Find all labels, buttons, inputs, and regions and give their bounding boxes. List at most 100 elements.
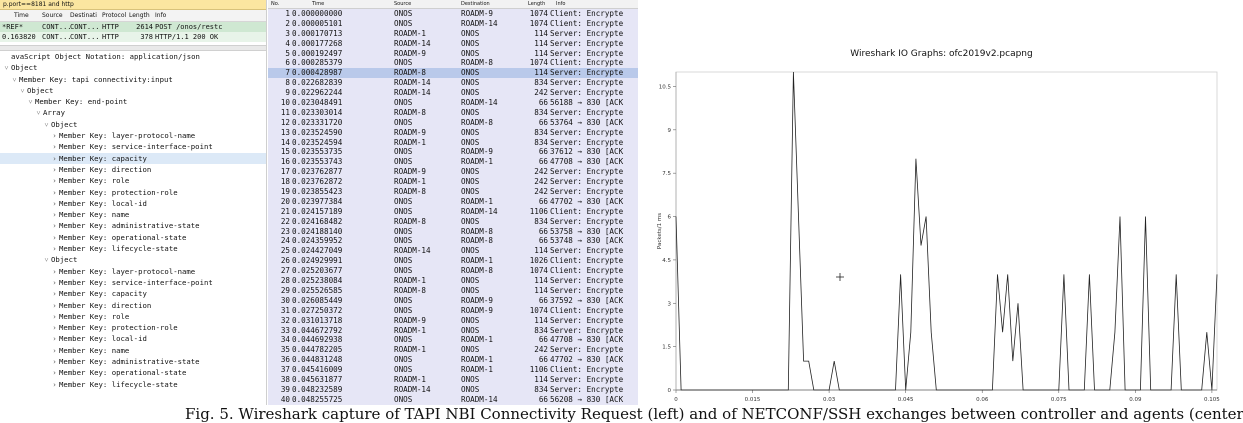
packet-row[interactable]: 13 0.023524590 ROADM-9 ONOS 834 Server: Encry… [268, 128, 638, 138]
tree-node[interactable]: ˅ Member Key: tapi connectivity:input [0, 74, 266, 85]
packet-row[interactable]: 21 0.024157189 ONOS ROADM-14 1106 Client: Enc… [268, 207, 638, 217]
chevron-right-icon[interactable]: › [52, 165, 57, 174]
tree-node[interactable]: ˅ Array [0, 107, 266, 118]
packet-row[interactable]: 5 0.000192497 ROADM-9 ONOS 114 Server: Encryp… [268, 49, 638, 59]
packet-row[interactable]: 10 0.023048491 ONOS ROADM-14 66 56188 → 830 [… [268, 98, 638, 108]
chevron-down-icon[interactable]: ˅ [44, 120, 49, 129]
chevron-down-icon[interactable]: ˅ [44, 256, 49, 265]
chevron-right-icon[interactable]: › [52, 154, 57, 163]
chevron-right-icon[interactable]: › [52, 245, 57, 254]
chevron-right-icon[interactable]: › [52, 278, 57, 287]
tree-node[interactable]: › Member Key: direction [0, 164, 266, 175]
packet-row[interactable]: 36 0.044831248 ONOS ROADM-1 66 47702 → 830 [A… [268, 355, 638, 365]
chevron-down-icon[interactable]: ˅ [36, 109, 41, 118]
tree-node[interactable]: › Member Key: local-id [0, 333, 266, 344]
tree-node[interactable]: › Member Key: layer-protocol-name [0, 130, 266, 141]
chevron-right-icon[interactable]: › [52, 380, 57, 389]
tree-node[interactable]: › Member Key: lifecycle-state [0, 379, 266, 390]
packet-row[interactable]: 34 0.044692938 ONOS ROADM-1 66 47708 → 830 [A… [268, 335, 638, 345]
packet-row[interactable]: 22 0.024168482 ROADM-8 ONOS 834 Server: Encry… [268, 217, 638, 227]
packet-row[interactable]: 30 0.026085449 ONOS ROADM-9 66 37592 → 830 [A… [268, 296, 638, 306]
column-header-destination[interactable]: Destinati [70, 12, 97, 19]
tree-node[interactable]: › Member Key: operational-state [0, 367, 266, 378]
tree-node[interactable]: › Member Key: direction [0, 300, 266, 311]
packet-row[interactable]: 12 0.023331720 ONOS ROADM-8 66 53764 → 830 [A… [268, 118, 638, 128]
packet-row[interactable]: 9 0.022962244 ROADM-14 ONOS 242 Server: Encry… [268, 88, 638, 98]
packet-row[interactable]: *REF* CONT... CONT... HTTP 2614 POST /onos/re… [0, 22, 266, 32]
tree-node[interactable]: › Member Key: local-id [0, 198, 266, 209]
chevron-right-icon[interactable]: › [52, 346, 57, 355]
packet-row[interactable]: 33 0.044672792 ROADM-1 ONOS 834 Server: Encry… [268, 326, 638, 336]
packet-row[interactable]: 18 0.023762872 ROADM-1 ONOS 242 Server: Encry… [268, 177, 638, 187]
tree-node[interactable]: avaScript Object Notation: application/j… [0, 51, 266, 62]
chevron-right-icon[interactable]: › [52, 358, 57, 367]
io-graph-chart[interactable]: 0 1.5 3 4.5 6 7.5 9 10.5 0 0.015 0.03 0.045 0.06 0.07… [640, 0, 1243, 414]
tree-node[interactable]: › Member Key: lifecycle-state [0, 243, 266, 254]
tree-node[interactable]: ˅ Object [0, 119, 266, 130]
tree-node[interactable]: › Member Key: administrative-state [0, 220, 266, 231]
chevron-right-icon[interactable]: › [52, 301, 57, 310]
tree-node[interactable]: › Member Key: administrative-state [0, 356, 266, 367]
packet-row[interactable]: 37 0.045416009 ONOS ROADM-1 1106 Client: Encr… [268, 365, 638, 375]
display-filter-bar[interactable]: p.port==8181 and http [0, 0, 266, 10]
column-header-destination[interactable]: Destination [461, 1, 490, 7]
packet-row[interactable]: 8 0.022682839 ROADM-14 ONOS 834 Server: Encry… [268, 78, 638, 88]
chevron-right-icon[interactable]: › [52, 290, 57, 299]
chevron-down-icon[interactable]: ˅ [20, 86, 25, 95]
chevron-right-icon[interactable]: › [52, 177, 57, 186]
chevron-right-icon[interactable]: › [52, 222, 57, 231]
column-header-length[interactable]: Length [129, 12, 150, 19]
packet-row[interactable]: 25 0.024427049 ROADM-14 ONOS 114 Server: Encr… [268, 246, 638, 256]
column-header-info[interactable]: Info [155, 12, 167, 19]
chevron-right-icon[interactable]: › [52, 335, 57, 344]
packet-row[interactable]: 0.163820 CONT... CONT... HTTP 378 HTTP/1.1 20… [0, 32, 266, 42]
tree-node[interactable]: › Member Key: capacity [0, 288, 266, 299]
chevron-down-icon[interactable]: ˅ [4, 64, 9, 73]
packet-row[interactable]: 15 0.023553735 ONOS ROADM-9 66 37612 → 830 [A… [268, 147, 638, 157]
packet-row[interactable]: 27 0.025203677 ONOS ROADM-8 1074 Client: Encr… [268, 266, 638, 276]
chevron-right-icon[interactable]: › [52, 369, 57, 378]
pane-splitter[interactable] [0, 45, 266, 51]
column-header-length[interactable]: Length [528, 1, 546, 7]
chevron-right-icon[interactable]: › [52, 267, 57, 276]
tree-node[interactable]: › Member Key: operational-state [0, 232, 266, 243]
packet-row[interactable]: 17 0.023762877 ROADM-9 ONOS 242 Server: Encry… [268, 167, 638, 177]
tree-node[interactable]: ˅ Object [0, 62, 266, 73]
tree-node[interactable]: › Member Key: service-interface-point [0, 277, 266, 288]
packet-row[interactable]: 26 0.024929991 ONOS ROADM-1 1026 Client: Encr… [268, 256, 638, 266]
packet-row[interactable]: 19 0.023855423 ROADM-8 ONOS 242 Server: Encry… [268, 187, 638, 197]
chevron-right-icon[interactable]: › [52, 132, 57, 141]
column-header-protocol[interactable]: Protocol [102, 12, 127, 19]
column-header-no[interactable]: No. [271, 1, 280, 7]
packet-row[interactable]: 6 0.000285379 ONOS ROADM-8 1074 Client: Encry… [268, 58, 638, 68]
tree-node[interactable]: › Member Key: role [0, 311, 266, 322]
tree-node[interactable]: › Member Key: name [0, 209, 266, 220]
chevron-right-icon[interactable]: › [52, 143, 57, 152]
packet-row[interactable]: 20 0.023977384 ONOS ROADM-1 66 47702 → 830 [A… [268, 197, 638, 207]
packet-row[interactable]: 2 0.000005101 ONOS ROADM-14 1074 Client: Encr… [268, 19, 638, 29]
column-header-source[interactable]: Source [394, 1, 412, 7]
tree-node[interactable]: › Member Key: role [0, 175, 266, 186]
tree-node[interactable]: ˅ Member Key: end-point [0, 96, 266, 107]
packet-row[interactable]: 40 0.048255725 ONOS ROADM-14 66 56208 → 830 [… [268, 395, 638, 405]
packet-row[interactable]: 16 0.023553743 ONOS ROADM-1 66 47708 → 830 [A… [268, 157, 638, 167]
column-header-source[interactable]: Source [42, 12, 63, 19]
column-header-info[interactable]: Info [556, 1, 566, 7]
packet-row[interactable]: 14 0.023524594 ROADM-1 ONOS 834 Server: Encry… [268, 138, 638, 148]
packet-row[interactable]: 24 0.024359952 ONOS ROADM-8 66 53748 → 830 [A… [268, 236, 638, 246]
chevron-down-icon[interactable]: ˅ [12, 75, 17, 84]
packet-row[interactable]: 39 0.048232589 ROADM-14 ONOS 834 Server: Encr… [268, 385, 638, 395]
packet-row[interactable]: 1 0.000000000 ONOS ROADM-9 1074 Client: Encry… [268, 9, 638, 19]
packet-row[interactable]: 35 0.044782205 ROADM-1 ONOS 242 Server: Encry… [268, 345, 638, 355]
tree-node[interactable]: ˅ Object [0, 254, 266, 265]
packet-row[interactable]: 4 0.000177268 ROADM-14 ONOS 114 Server: Encry… [268, 39, 638, 49]
column-header-time[interactable]: Time [312, 1, 325, 7]
packet-row[interactable]: 29 0.025526585 ROADM-8 ONOS 114 Server: Encry… [268, 286, 638, 296]
tree-node[interactable]: › Member Key: protection-role [0, 187, 266, 198]
tree-node[interactable]: › Member Key: protection-role [0, 322, 266, 333]
chevron-right-icon[interactable]: › [52, 188, 57, 197]
chevron-right-icon[interactable]: › [52, 312, 57, 321]
chevron-right-icon[interactable]: › [52, 233, 57, 242]
tree-node[interactable]: › Member Key: name [0, 345, 266, 356]
packet-row[interactable]: 38 0.045631877 ROADM-1 ONOS 114 Server: Encry… [268, 375, 638, 385]
